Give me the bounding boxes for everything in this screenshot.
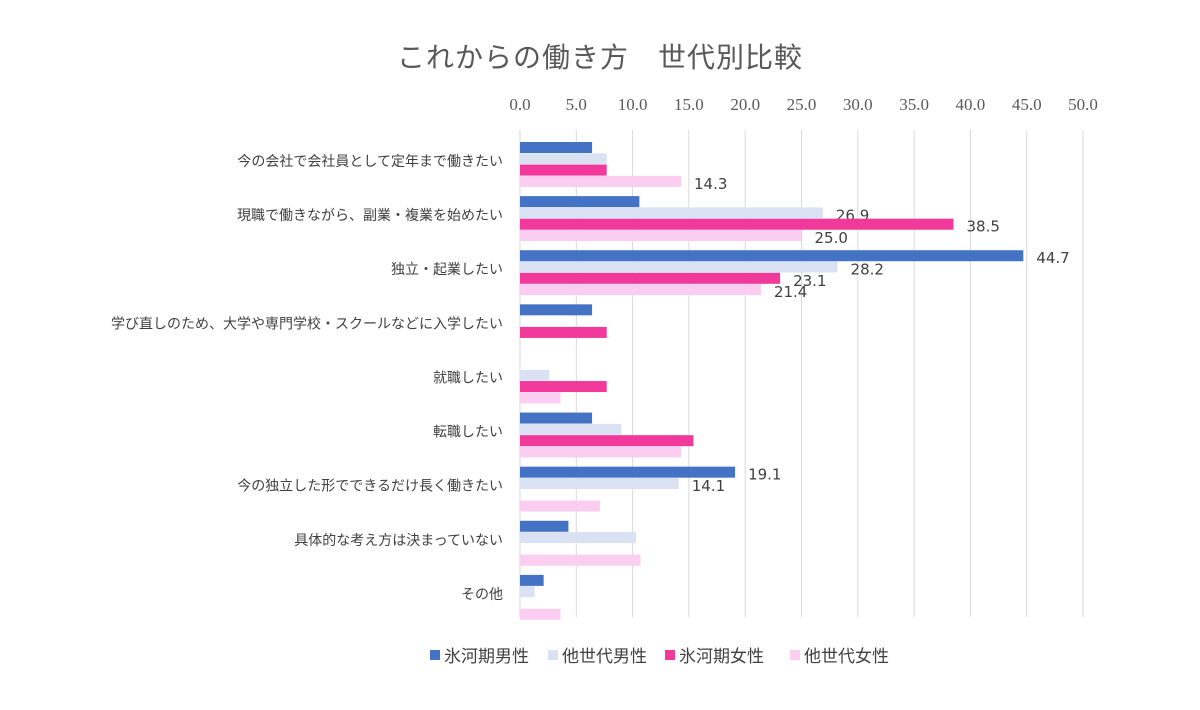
data-label: 38.5 [967, 218, 1000, 236]
x-tick-label: 5.0 [566, 95, 587, 114]
bar-4 [520, 284, 761, 296]
bar-3 [520, 435, 694, 447]
data-label: 28.2 [851, 261, 884, 279]
bar-3 [520, 381, 607, 393]
legend-label: 他世代男性 [562, 647, 647, 667]
bar-1 [520, 142, 593, 153]
x-tick-label: 45.0 [1012, 95, 1042, 114]
bar-1 [520, 196, 640, 208]
category-label: 今の会社で会社員として定年まで働きたい [237, 154, 503, 170]
category-label: 今の独立した形でできるだけ長く働きたい [237, 479, 503, 495]
legend-label: 他世代女性 [804, 647, 889, 667]
bar-1 [520, 250, 1024, 262]
bar-4 [520, 446, 682, 458]
category-label: その他 [461, 587, 503, 603]
bar-1 [520, 412, 593, 424]
bar-4 [520, 554, 641, 566]
bar-2 [520, 207, 823, 219]
x-tick-label: 10.0 [618, 95, 648, 114]
legend-swatch [790, 650, 800, 660]
x-tick-label: 35.0 [899, 95, 929, 114]
x-tick-label: 30.0 [843, 95, 873, 114]
bar-1 [520, 574, 544, 586]
bar-2 [520, 423, 622, 435]
bar-4 [520, 392, 561, 404]
legend-swatch [548, 650, 558, 660]
x-tick-label: 20.0 [730, 95, 760, 114]
category-label: 学び直しのため、大学や専門学校・スクールなどに入学したい [111, 315, 503, 332]
category-label: 具体的な考え方は決まっていない [294, 533, 503, 549]
bar-3 [520, 164, 607, 176]
data-label: 44.7 [1036, 249, 1069, 267]
bar-2 [520, 369, 550, 381]
bar-3 [520, 272, 781, 284]
bar-2 [520, 586, 535, 598]
legend-label: 氷河期女性 [679, 647, 764, 667]
category-label: 独立・起業したい [391, 262, 503, 278]
bar-4 [520, 608, 561, 620]
data-label: 19.1 [748, 466, 781, 484]
bar-3 [520, 326, 607, 338]
x-tick-label: 40.0 [956, 95, 986, 114]
data-label: 14.1 [692, 477, 725, 495]
bar-1 [520, 304, 593, 316]
bar-2 [520, 532, 636, 544]
x-tick-label: 15.0 [674, 95, 704, 114]
data-label: 14.3 [694, 175, 727, 193]
category-label: 現職で働きながら、副業・複業を始めたい [237, 207, 503, 224]
data-label: 23.1 [793, 272, 826, 290]
x-tick-label: 25.0 [787, 95, 817, 114]
bar-2 [520, 153, 607, 165]
data-label: 21.4 [774, 283, 807, 301]
category-label: 就職したい [433, 370, 503, 386]
category-label: 転職したい [433, 425, 503, 441]
x-tick-label: 50.0 [1068, 95, 1098, 114]
legend-swatch [665, 650, 675, 660]
bar-1 [520, 520, 569, 532]
bar-2 [520, 261, 838, 273]
bar-1 [520, 466, 736, 478]
legend-swatch [430, 650, 440, 660]
bar-3 [520, 218, 954, 230]
bar-4 [520, 230, 802, 242]
x-tick-label: 0.0 [509, 95, 530, 114]
bar-4 [520, 175, 682, 187]
bar-4 [520, 500, 600, 512]
chart-title: これからの働き方 世代別比較 [396, 41, 803, 74]
data-label: 25.0 [815, 229, 848, 247]
bar-2 [520, 477, 679, 489]
legend-label: 氷河期男性 [444, 647, 529, 667]
